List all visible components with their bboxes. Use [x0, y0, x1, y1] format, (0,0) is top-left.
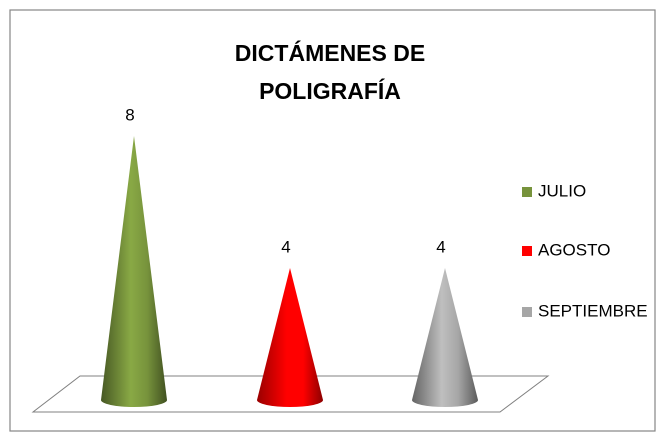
legend-swatch [522, 307, 532, 317]
legend-label: JULIO [538, 181, 586, 200]
cone [101, 136, 167, 407]
data-label: 8 [125, 105, 134, 124]
legend-label: AGOSTO [538, 240, 610, 259]
legend-swatch [522, 246, 532, 256]
chart-title: DICTÁMENES DE POLIGRAFÍA [234, 40, 426, 104]
data-label: 4 [436, 237, 445, 256]
legend-label: SEPTIEMBRE [538, 301, 648, 320]
cone [257, 268, 323, 407]
cone [412, 268, 478, 407]
data-label: 4 [281, 237, 290, 256]
legend-swatch [522, 187, 532, 197]
